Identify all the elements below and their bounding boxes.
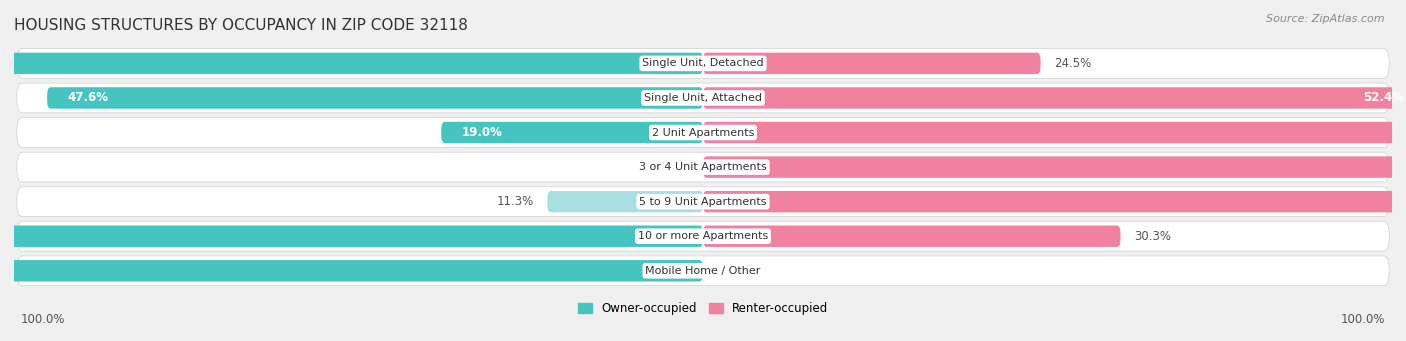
FancyBboxPatch shape [703,87,1406,109]
FancyBboxPatch shape [17,256,1389,286]
FancyBboxPatch shape [703,53,1040,74]
Text: Source: ZipAtlas.com: Source: ZipAtlas.com [1267,14,1385,24]
FancyBboxPatch shape [703,157,1406,178]
Text: HOUSING STRUCTURES BY OCCUPANCY IN ZIP CODE 32118: HOUSING STRUCTURES BY OCCUPANCY IN ZIP C… [14,18,468,33]
FancyBboxPatch shape [17,221,1389,251]
Text: Mobile Home / Other: Mobile Home / Other [645,266,761,276]
Text: 3 or 4 Unit Apartments: 3 or 4 Unit Apartments [640,162,766,172]
Text: 10 or more Apartments: 10 or more Apartments [638,231,768,241]
FancyBboxPatch shape [703,122,1406,143]
Text: 52.4%: 52.4% [1364,91,1405,104]
FancyBboxPatch shape [17,48,1389,78]
Text: 2 Unit Apartments: 2 Unit Apartments [652,128,754,137]
Text: 0.0%: 0.0% [652,161,682,174]
FancyBboxPatch shape [17,152,1389,182]
Text: 100.0%: 100.0% [1340,313,1385,326]
Text: 5 to 9 Unit Apartments: 5 to 9 Unit Apartments [640,197,766,207]
Legend: Owner-occupied, Renter-occupied: Owner-occupied, Renter-occupied [572,298,834,320]
FancyBboxPatch shape [547,191,703,212]
Text: 19.0%: 19.0% [463,126,503,139]
Text: 100.0%: 100.0% [21,313,66,326]
FancyBboxPatch shape [17,118,1389,147]
Text: Single Unit, Attached: Single Unit, Attached [644,93,762,103]
Text: 0.0%: 0.0% [724,264,754,277]
FancyBboxPatch shape [441,122,703,143]
Text: 30.3%: 30.3% [1135,230,1171,243]
FancyBboxPatch shape [703,225,1121,247]
Text: Single Unit, Detached: Single Unit, Detached [643,58,763,69]
FancyBboxPatch shape [0,260,703,282]
Text: 11.3%: 11.3% [496,195,533,208]
FancyBboxPatch shape [0,53,703,74]
FancyBboxPatch shape [17,83,1389,113]
FancyBboxPatch shape [0,225,703,247]
Text: 24.5%: 24.5% [1054,57,1091,70]
FancyBboxPatch shape [48,87,703,109]
FancyBboxPatch shape [17,187,1389,217]
FancyBboxPatch shape [703,191,1406,212]
Text: 47.6%: 47.6% [67,91,108,104]
